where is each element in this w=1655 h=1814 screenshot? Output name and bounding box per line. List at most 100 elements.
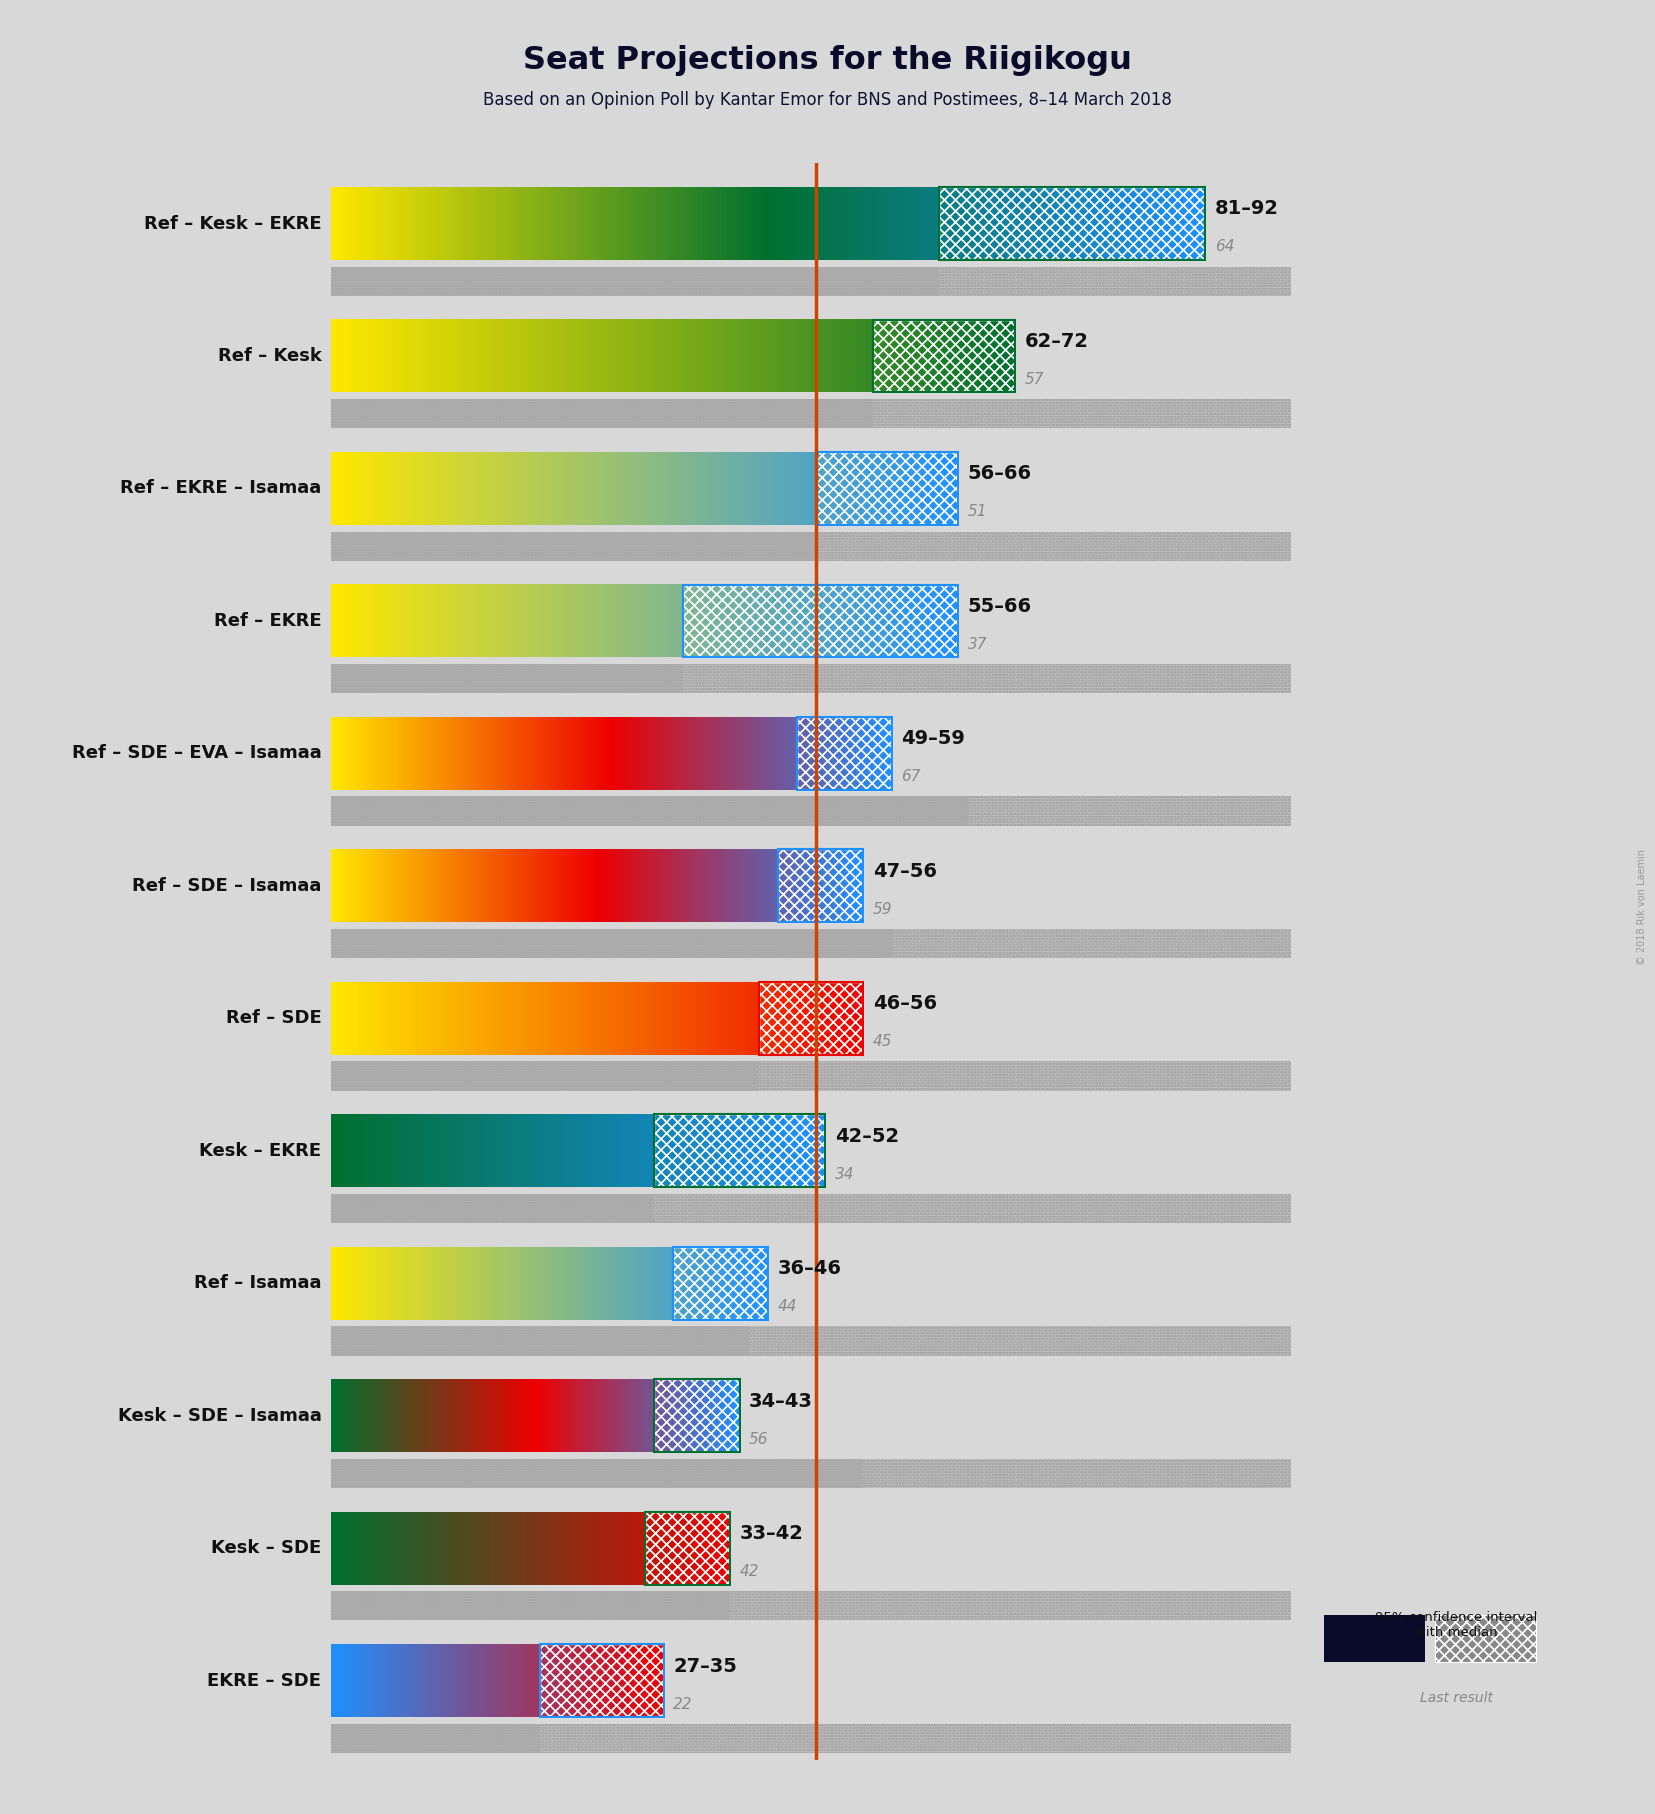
Text: 59: 59 [872,902,892,916]
Bar [331,1194,1291,1223]
Text: 55–66: 55–66 [968,597,1031,617]
Bar [331,1194,654,1223]
Text: Ref – Isamaa: Ref – Isamaa [194,1273,321,1292]
Text: 33–42: 33–42 [740,1524,804,1544]
Bar [331,267,1291,296]
Bar [872,319,1015,392]
Bar [331,664,682,693]
Bar [796,717,892,789]
Text: 44: 44 [778,1299,798,1313]
Bar [331,532,816,561]
Text: 37: 37 [968,637,988,651]
Bar [331,1326,1291,1355]
Text: 46–56: 46–56 [872,994,937,1014]
Text: 42–52: 42–52 [834,1126,899,1146]
Text: 42: 42 [740,1564,760,1580]
Text: 51: 51 [968,504,988,519]
Bar [331,1194,1291,1223]
Bar [645,1511,730,1585]
Text: 67: 67 [902,769,920,784]
Text: 22: 22 [674,1696,693,1712]
Bar [331,267,1291,296]
Bar [331,1458,1291,1487]
Bar [331,399,1291,428]
Bar [331,796,1291,825]
Bar [674,1246,768,1321]
Bar [654,1379,740,1453]
Bar [540,1643,664,1718]
Bar [331,1591,1291,1620]
Bar [872,319,1015,392]
Bar [331,796,1291,825]
Text: Based on an Opinion Poll by Kantar Emor for BNS and Postimees, 8–14 March 2018: Based on an Opinion Poll by Kantar Emor … [483,91,1172,109]
Bar [331,929,1291,958]
Bar [1435,1616,1536,1662]
Text: 57: 57 [1024,372,1044,386]
Text: Ref – SDE: Ref – SDE [225,1009,321,1027]
Bar [816,452,958,524]
Bar [682,584,958,657]
Text: Ref – SDE – EVA – Isamaa: Ref – SDE – EVA – Isamaa [71,744,321,762]
Bar [940,187,1205,259]
Bar [816,452,958,524]
Text: 81–92: 81–92 [1215,200,1279,218]
Bar [682,584,958,657]
Bar [331,1723,1291,1752]
Bar [331,1326,1291,1355]
Text: Seat Projections for the Riigikogu: Seat Projections for the Riigikogu [523,45,1132,76]
Text: Ref – Kesk – EKRE: Ref – Kesk – EKRE [144,214,321,232]
Bar [540,1643,664,1718]
Bar [1324,1616,1425,1662]
Text: 56: 56 [750,1431,768,1446]
Bar [331,1326,750,1355]
Bar [940,187,1205,259]
Bar [331,796,968,825]
Bar [331,664,1291,693]
Bar [331,532,1291,561]
Text: Ref – Kesk: Ref – Kesk [217,346,321,365]
Text: © 2018 Rik von Laemin: © 2018 Rik von Laemin [1637,849,1647,965]
Bar [331,267,940,296]
Bar [758,981,864,1054]
Text: Ref – SDE – Isamaa: Ref – SDE – Isamaa [132,876,321,894]
Text: EKRE – SDE: EKRE – SDE [207,1673,321,1691]
Text: 34–43: 34–43 [750,1391,813,1411]
Text: Last result: Last result [1420,1691,1493,1705]
Text: 62–72: 62–72 [1024,332,1089,350]
Text: Kesk – EKRE: Kesk – EKRE [199,1141,321,1159]
Bar [331,399,1291,428]
Text: 36–46: 36–46 [778,1259,842,1279]
Bar [674,1246,768,1321]
Text: 95% confidence interval
with median: 95% confidence interval with median [1375,1611,1537,1638]
Text: 56–66: 56–66 [968,464,1031,483]
Text: 47–56: 47–56 [872,862,937,882]
Text: Kesk – SDE – Isamaa: Kesk – SDE – Isamaa [118,1408,321,1424]
Bar [331,1061,1291,1090]
Bar [331,532,1291,561]
Text: 45: 45 [872,1034,892,1048]
Text: 34: 34 [834,1166,854,1181]
Bar [331,399,872,428]
Text: Kesk – SDE: Kesk – SDE [212,1540,321,1556]
Bar [331,929,892,958]
Bar [654,1114,826,1188]
Bar [654,1379,740,1453]
Bar [331,1458,864,1487]
Bar [331,1458,1291,1487]
Bar [331,1723,1291,1752]
Bar [778,849,864,922]
Bar [331,929,1291,958]
Text: 27–35: 27–35 [674,1656,736,1676]
Bar [645,1511,730,1585]
Bar [331,1061,758,1090]
Bar [331,1723,540,1752]
Bar [654,1114,826,1188]
Text: Ref – EKRE: Ref – EKRE [213,611,321,629]
Bar [331,1591,730,1620]
Text: 64: 64 [1215,239,1235,254]
Text: 49–59: 49–59 [902,729,965,749]
Bar [331,1591,1291,1620]
Bar [331,664,1291,693]
Bar [758,981,864,1054]
Bar [331,1061,1291,1090]
